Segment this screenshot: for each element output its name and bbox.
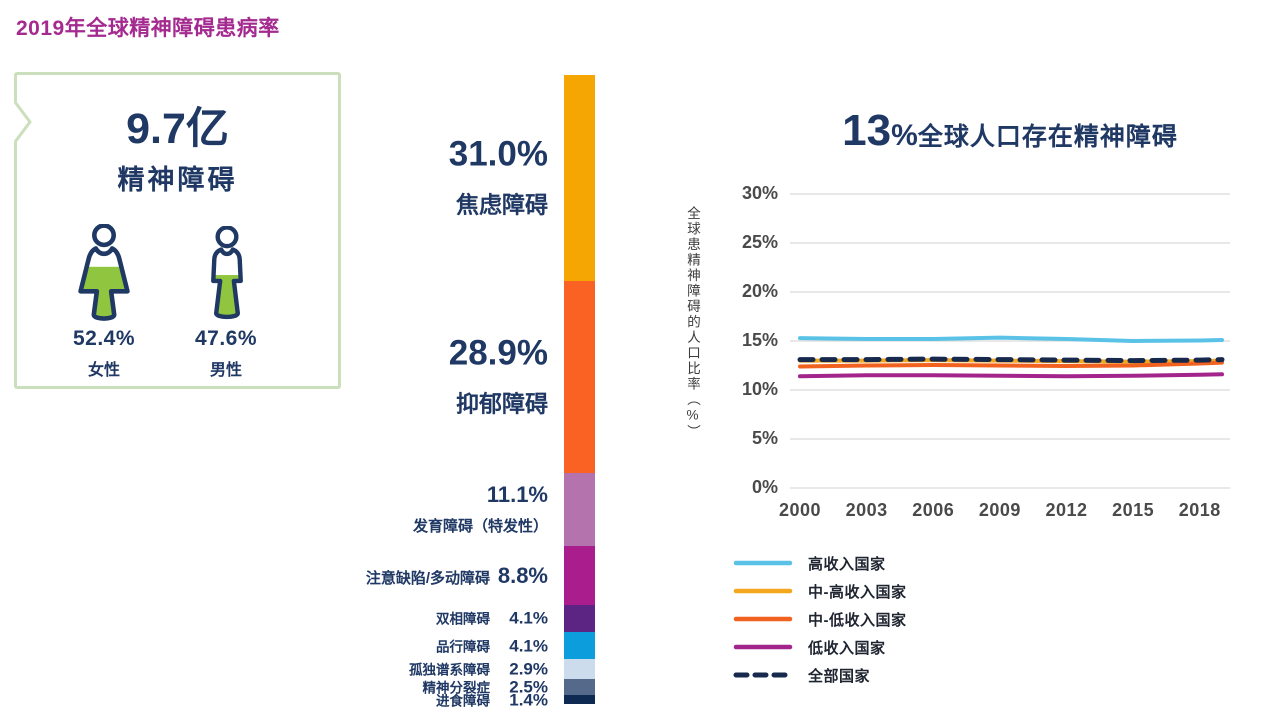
bar-item-value: 4.1% bbox=[509, 608, 548, 628]
x-tick-label: 2009 bbox=[978, 500, 1021, 520]
legend-swatch bbox=[733, 560, 793, 566]
total-count: 9.7亿 bbox=[126, 105, 229, 153]
legend-swatch bbox=[733, 644, 793, 650]
bar-item-label: 31.0% 焦虑障碍 bbox=[449, 136, 548, 219]
bar-item-name: 孤独谱系障碍 bbox=[409, 662, 490, 678]
bar-item-value: 28.9% bbox=[448, 333, 548, 373]
female-icon bbox=[78, 224, 130, 321]
gridlines bbox=[790, 193, 1230, 489]
chart-title-percent: % bbox=[891, 119, 918, 152]
legend-swatch bbox=[733, 588, 793, 594]
female-stat: 52.4% 女性 bbox=[39, 327, 169, 380]
bar-item-label: 28.9% 抑郁障碍 bbox=[449, 335, 548, 418]
y-tick-label: 5% bbox=[751, 428, 778, 448]
legend-item: 高收入国家 bbox=[733, 553, 907, 573]
bar-segment bbox=[564, 546, 595, 605]
page-title: 2019年全球精神障碍患病率 bbox=[16, 17, 280, 40]
line-chart-plot bbox=[790, 193, 1230, 489]
chart-title-text: 全球人口存在精神障碍 bbox=[917, 123, 1178, 151]
legend-label: 高收入国家 bbox=[808, 555, 886, 573]
x-tick-label: 2006 bbox=[912, 500, 955, 520]
bar-segment bbox=[564, 472, 595, 547]
bar-item-label: 进食障碍 1.4% bbox=[436, 689, 548, 710]
y-axis-label: 全球患精神障碍的人口比率（%） bbox=[685, 206, 700, 440]
bar-segment bbox=[564, 659, 595, 679]
legend-item: 中-低收入国家 bbox=[733, 609, 907, 629]
y-tick-label: 25% bbox=[741, 232, 778, 252]
legend-item: 低收入国家 bbox=[733, 637, 907, 657]
prevalence-stacked-bar bbox=[564, 75, 595, 705]
bar-item-value: 31.0% bbox=[448, 134, 548, 174]
bar-item-value: 2.9% bbox=[509, 659, 548, 679]
card-notch-chevron bbox=[9, 101, 32, 143]
data-series bbox=[797, 335, 1225, 379]
bar-item-name: 进食障碍 bbox=[436, 693, 490, 709]
bar-item-label: 11.1% 发育障碍（特发性） bbox=[412, 481, 548, 536]
y-tick-label: 20% bbox=[741, 281, 778, 301]
legend-item: 中-高收入国家 bbox=[733, 581, 907, 601]
y-tick-label: 15% bbox=[741, 330, 778, 350]
male-label: 男性 bbox=[209, 362, 242, 379]
x-tick-label: 2018 bbox=[1178, 500, 1221, 520]
bar-item-name: 品行障碍 bbox=[436, 639, 490, 655]
bar-item-label: 注意缺陷/多动障碍 8.8% bbox=[366, 563, 548, 589]
bar-segment bbox=[564, 678, 595, 696]
x-tick-label: 2012 bbox=[1045, 500, 1088, 520]
legend-swatch bbox=[733, 616, 793, 622]
bar-item-name: 发育障碍（特发性） bbox=[412, 517, 548, 535]
bar-segment bbox=[564, 604, 595, 633]
bar-item-value: 1.4% bbox=[509, 690, 548, 710]
bar-item-value: 8.8% bbox=[497, 562, 548, 588]
legend-swatch bbox=[733, 672, 793, 678]
male-percent: 47.6% bbox=[194, 327, 258, 350]
chart-title-number: 13 bbox=[842, 106, 892, 155]
chart-legend: 高收入国家中-高收入国家 中-低收入国家 低收入国家全部国家 bbox=[733, 553, 907, 685]
legend-label: 全部国家 bbox=[808, 667, 871, 685]
x-tick-label: 2000 bbox=[778, 500, 822, 520]
series-line bbox=[798, 372, 1224, 379]
bar-item-label: 精神分裂症 2.5% bbox=[423, 676, 549, 697]
bar-item-value: 4.1% bbox=[509, 636, 548, 656]
bar-item-name: 注意缺陷/多动障碍 bbox=[365, 569, 490, 587]
bar-item-name: 焦虑障碍 bbox=[456, 191, 548, 218]
bar-item-name: 双相障碍 bbox=[436, 611, 490, 627]
legend-label: 中-高收入国家 bbox=[808, 583, 907, 601]
bar-segment bbox=[564, 695, 595, 705]
bar-segment bbox=[564, 75, 595, 281]
bar-item-value: 2.5% bbox=[509, 677, 548, 697]
chart-title: 13%全球人口存在精神障碍 bbox=[780, 106, 1240, 156]
x-tick-label: 2003 bbox=[845, 500, 888, 520]
total-count-label: 精神障碍 bbox=[117, 165, 238, 196]
bar-item-label: 孤独谱系障碍 2.9% bbox=[409, 658, 548, 679]
male-stat: 47.6% 男性 bbox=[161, 327, 291, 380]
series-line bbox=[798, 335, 1224, 343]
y-tick-label: 30% bbox=[741, 183, 778, 203]
bar-item-name: 精神分裂症 bbox=[422, 680, 491, 696]
legend-label: 中-低收入国家 bbox=[808, 611, 907, 629]
y-tick-label: 10% bbox=[741, 379, 778, 399]
series-line bbox=[797, 356, 1225, 364]
bar-segment bbox=[564, 280, 595, 473]
series-line bbox=[798, 360, 1224, 369]
bar-item-value: 11.1% bbox=[486, 481, 548, 507]
bar-item-label: 品行障碍 4.1% bbox=[436, 635, 548, 656]
male-icon bbox=[211, 226, 243, 320]
x-tick-label: 2015 bbox=[1112, 500, 1155, 520]
bar-item-name: 抑郁障碍 bbox=[456, 390, 548, 417]
bar-item-label: 双相障碍 4.1% bbox=[436, 608, 548, 629]
female-label: 女性 bbox=[87, 362, 120, 379]
summary-card bbox=[14, 72, 341, 389]
legend-item: 全部国家 bbox=[733, 665, 907, 685]
legend-label: 低收入国家 bbox=[808, 639, 886, 657]
y-tick-label: 0% bbox=[751, 477, 778, 497]
female-percent: 52.4% bbox=[72, 327, 136, 350]
bar-segment bbox=[564, 632, 595, 660]
